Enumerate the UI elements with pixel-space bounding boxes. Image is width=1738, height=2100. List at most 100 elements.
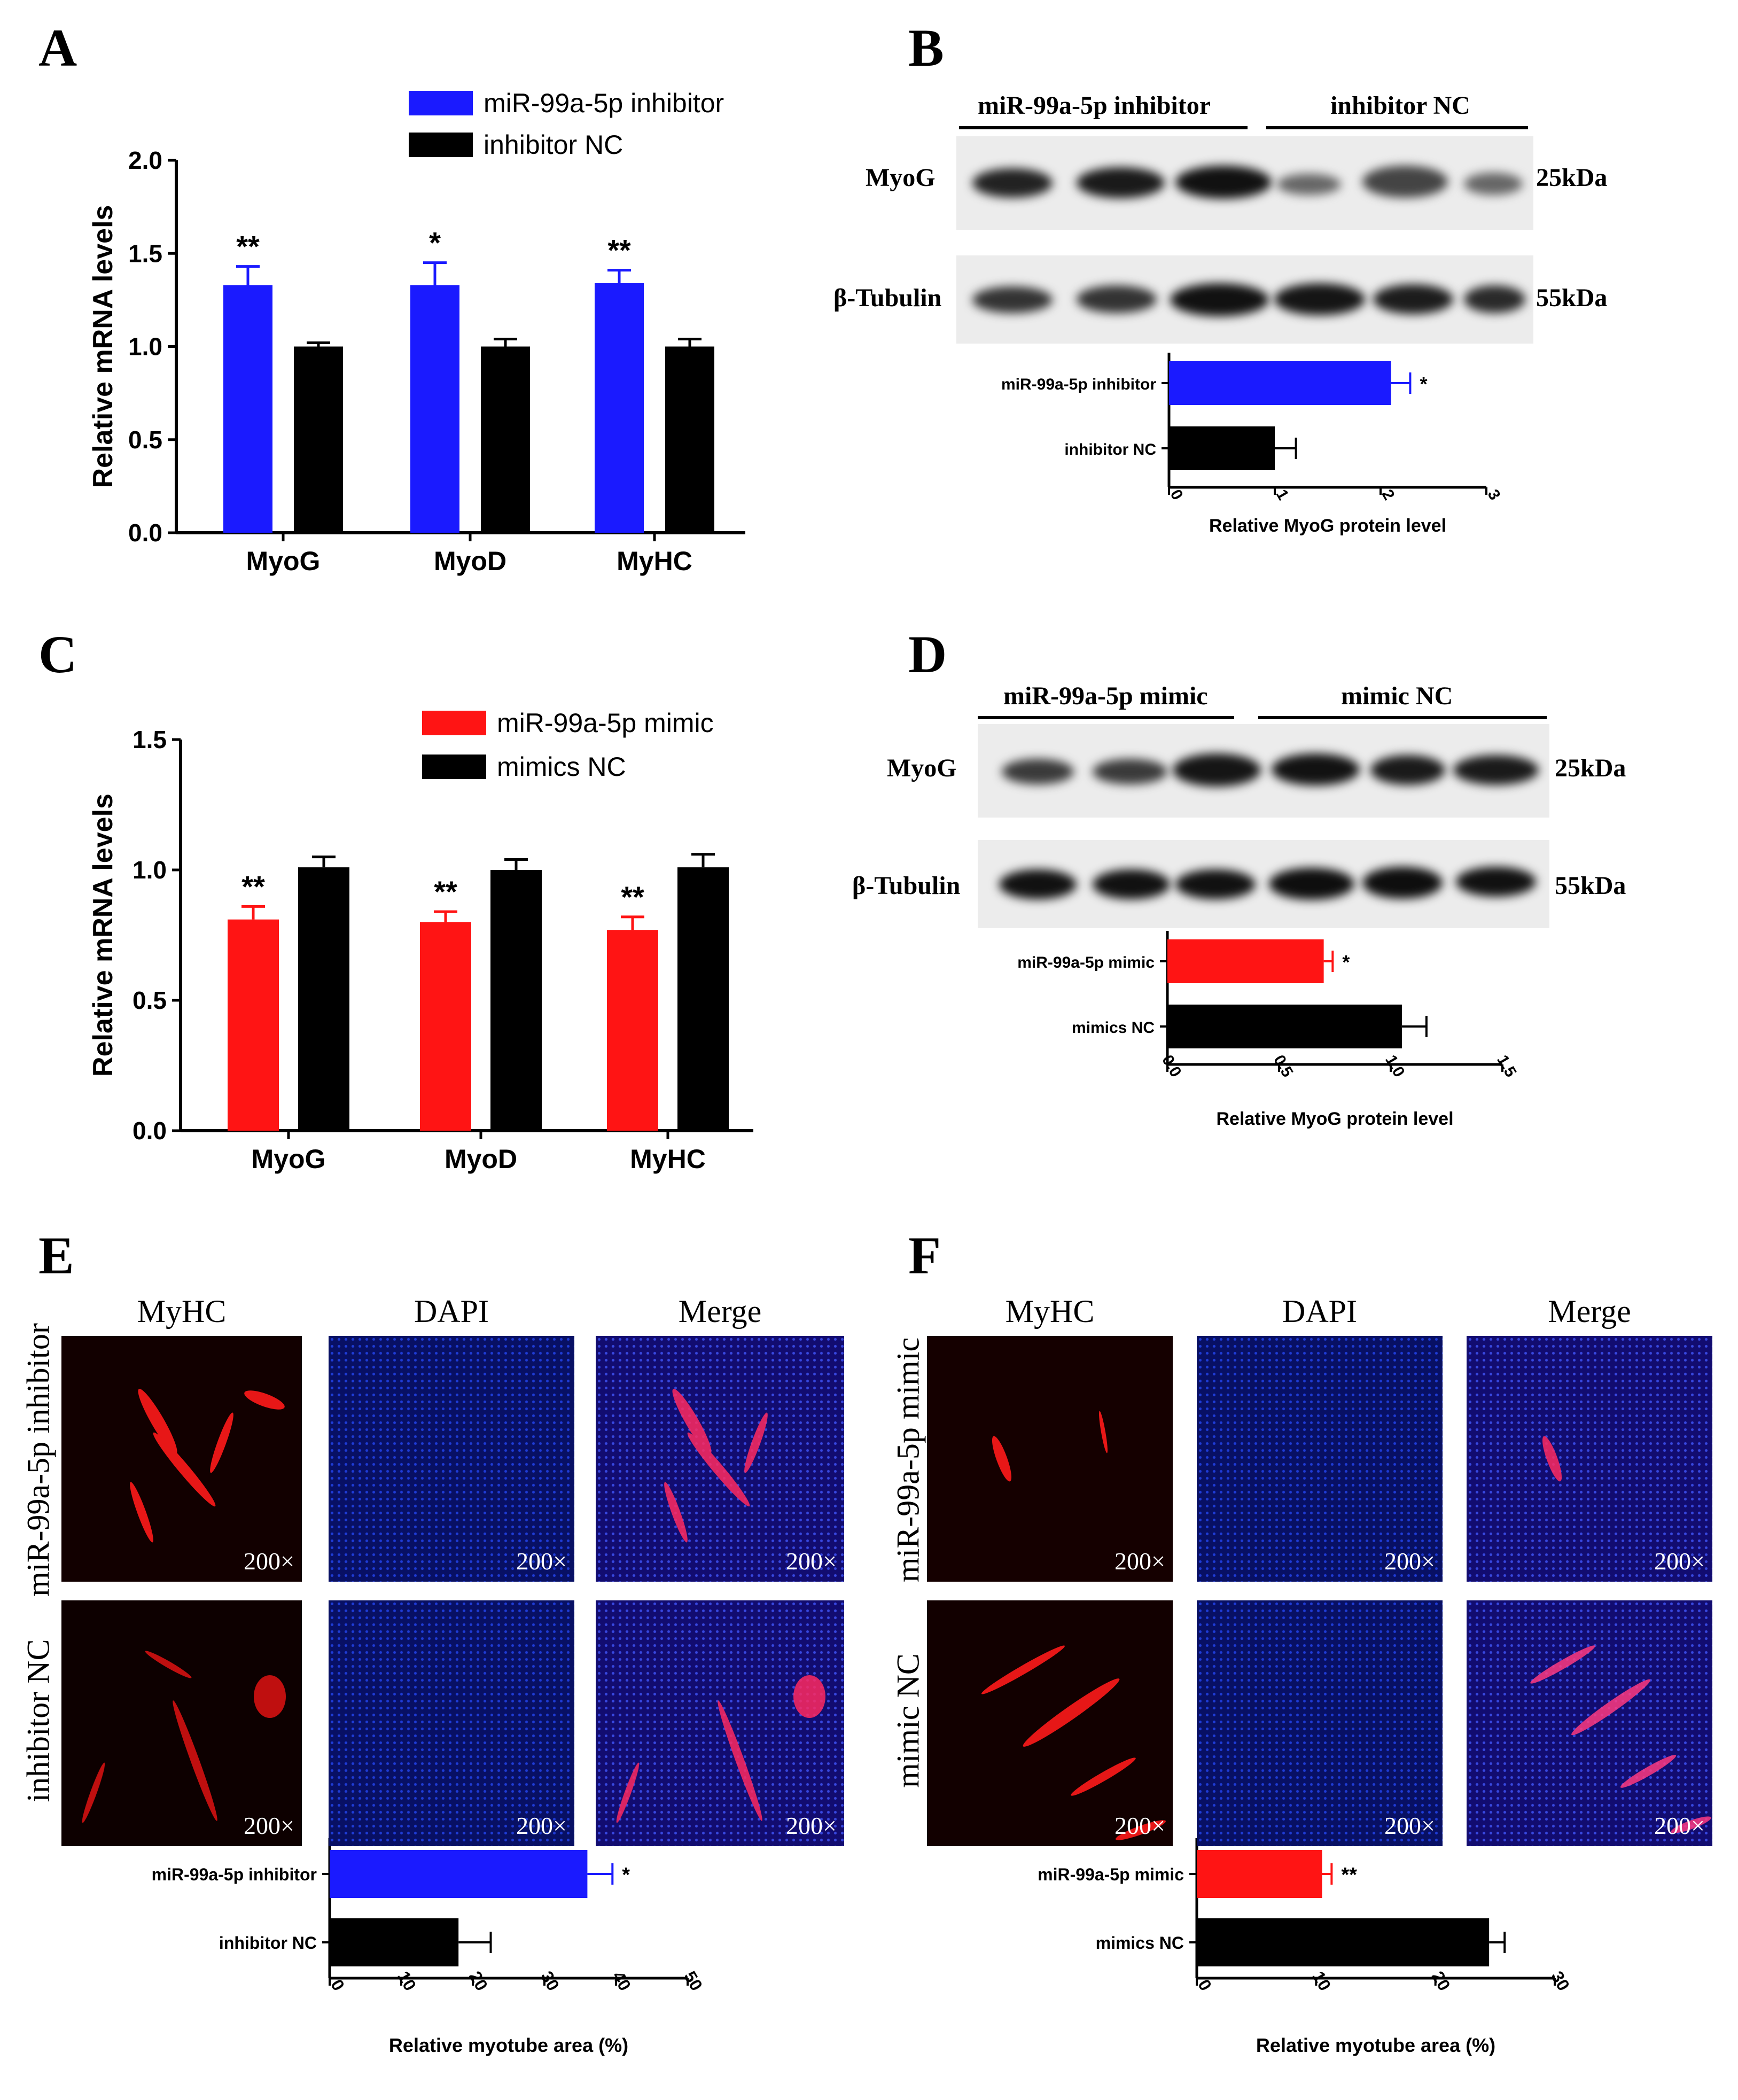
panel-label-a: A — [38, 18, 77, 77]
x-tick-label: 0.0 — [1158, 1052, 1184, 1080]
y-tick-label: 1.5 — [133, 726, 167, 753]
band — [1175, 869, 1256, 899]
blot-d-row1-label: MyoG — [887, 754, 957, 782]
blot-b-group2-underline — [1266, 126, 1528, 129]
micro-f-dapi-mimic: 200× — [1197, 1336, 1443, 1582]
significance-label: ** — [621, 880, 644, 914]
y-tick-label: miR-99a-5p inhibitor — [1001, 376, 1156, 393]
micro-e-dapi-nc: 200× — [329, 1600, 574, 1846]
micro-mag-label: 200× — [516, 1547, 567, 1575]
band — [1274, 283, 1365, 315]
bar-myod-s1 — [481, 346, 530, 533]
y-tick-label: 1.5 — [128, 239, 162, 267]
micro-e-row1-label: miR-99a-5p inhibitor — [20, 1323, 56, 1597]
significance-label: * — [429, 226, 441, 260]
legend-swatch-s1 — [422, 755, 486, 779]
bar-0 — [1197, 1850, 1322, 1898]
band — [1373, 284, 1453, 314]
micro-e-myhc-inhibitor: 200× — [61, 1336, 302, 1582]
band — [1269, 868, 1354, 900]
panel-label-e: E — [38, 1226, 74, 1285]
legend-swatch-s0 — [409, 91, 473, 115]
micro-mag-label: 200× — [516, 1812, 567, 1839]
legend-swatch-s1 — [409, 133, 473, 157]
panel-label-f: F — [908, 1226, 941, 1285]
blot-d-group2-label: mimic NC — [1341, 682, 1453, 710]
blot-d-size2-label: 55kDa — [1555, 872, 1626, 900]
micro-mag-label: 200× — [1654, 1547, 1705, 1575]
blot-b-row1-label: MyoG — [866, 164, 936, 192]
x-tick-label: 1.5 — [1493, 1052, 1519, 1080]
legend-label-s1: mimics NC — [497, 752, 626, 782]
y-tick-label: 0.0 — [128, 519, 162, 547]
significance-label: * — [1342, 951, 1350, 973]
bar-myog-s0 — [223, 285, 272, 533]
significance-label: ** — [607, 234, 631, 267]
x-tick-label: MyoD — [434, 546, 506, 576]
blot-b-size2-label: 55kDa — [1536, 284, 1608, 312]
bar-myhc-s1 — [665, 346, 714, 533]
micro-f-row1-label: miR-99a-5p mimic — [890, 1337, 926, 1583]
bar-0 — [1169, 361, 1391, 405]
bar-myog-s0 — [228, 919, 279, 1131]
micro-e-row2-label: inhibitor NC — [20, 1639, 56, 1802]
bar-1 — [1169, 426, 1275, 470]
y-tick-label: mimics NC — [1072, 1019, 1155, 1037]
y-tick-label: miR-99a-5p mimic — [1017, 954, 1155, 971]
bar-myod-s0 — [420, 922, 471, 1131]
y-tick-label: 0.0 — [133, 1117, 167, 1145]
bar-myhc-s0 — [607, 930, 658, 1131]
y-tick-label: mimics NC — [1096, 1933, 1184, 1953]
x-tick-label: 0.5 — [1270, 1052, 1296, 1080]
blot-b-group1-label: miR-99a-5p inhibitor — [978, 91, 1211, 120]
blot-b-tubulin — [956, 255, 1533, 344]
micro-f-dapi-nc: 200× — [1197, 1600, 1443, 1846]
band — [1173, 753, 1261, 787]
band — [1277, 174, 1341, 195]
legend-label-s1: inhibitor NC — [484, 130, 623, 160]
micro-mag-label: 200× — [1384, 1812, 1435, 1839]
band — [1362, 166, 1448, 198]
micro-mag-label: 200× — [1114, 1812, 1165, 1839]
micro-e-col-myhc: MyHC — [137, 1294, 227, 1329]
significance-label: * — [1420, 373, 1427, 395]
y-tick-label: 1.0 — [128, 333, 162, 361]
band — [972, 286, 1053, 313]
bar-myhc-s1 — [677, 867, 729, 1131]
band — [1077, 167, 1165, 198]
x-tick-label: MyoD — [445, 1144, 517, 1174]
bar-myod-s0 — [410, 285, 459, 533]
bar-myog-s1 — [294, 346, 343, 533]
micro-f-merge-mimic: 200× — [1467, 1336, 1712, 1582]
micro-f-myhc-mimic: 200× — [927, 1336, 1173, 1582]
band — [1362, 867, 1443, 899]
significance-label: ** — [434, 875, 457, 908]
micro-e-col-merge: Merge — [678, 1294, 762, 1329]
band — [1093, 869, 1170, 899]
blot-b-group1-underline — [959, 126, 1248, 129]
chart-a-mrna-inhibitor: 0.0 0.5 1.0 1.5 2.0 Relative mRNA levels MyoG *… — [88, 88, 745, 576]
micro-mag-label: 200× — [1114, 1547, 1165, 1575]
y-tick-label: miR-99a-5p inhibitor — [152, 1865, 317, 1884]
x-axis-label: Relative myotube area (%) — [389, 2034, 628, 2056]
blot-d-group1-underline — [978, 716, 1234, 719]
band — [1456, 867, 1536, 897]
y-axis-label: Relative mRNA levels — [88, 794, 119, 1077]
x-tick-label: MyoG — [252, 1144, 326, 1174]
micro-f-myhc-nc: 200× — [927, 1600, 1173, 1846]
band — [1002, 759, 1074, 784]
x-tick-label: 30 — [1547, 1968, 1573, 1994]
x-axis-label: Relative MyoG protein level — [1209, 516, 1446, 536]
band — [1370, 755, 1445, 785]
y-tick-label: inhibitor NC — [219, 1933, 317, 1953]
band — [1170, 283, 1269, 316]
blot-d-group2-underline — [1258, 716, 1547, 719]
micro-mag-label: 200× — [244, 1812, 294, 1839]
significance-label: ** — [236, 230, 260, 263]
micro-f-col-merge: Merge — [1548, 1294, 1631, 1329]
blot-d-row2-label: β-Tubulin — [852, 872, 961, 900]
x-axis-label: Relative MyoG protein level — [1216, 1109, 1453, 1129]
panel-label-b: B — [908, 18, 944, 77]
